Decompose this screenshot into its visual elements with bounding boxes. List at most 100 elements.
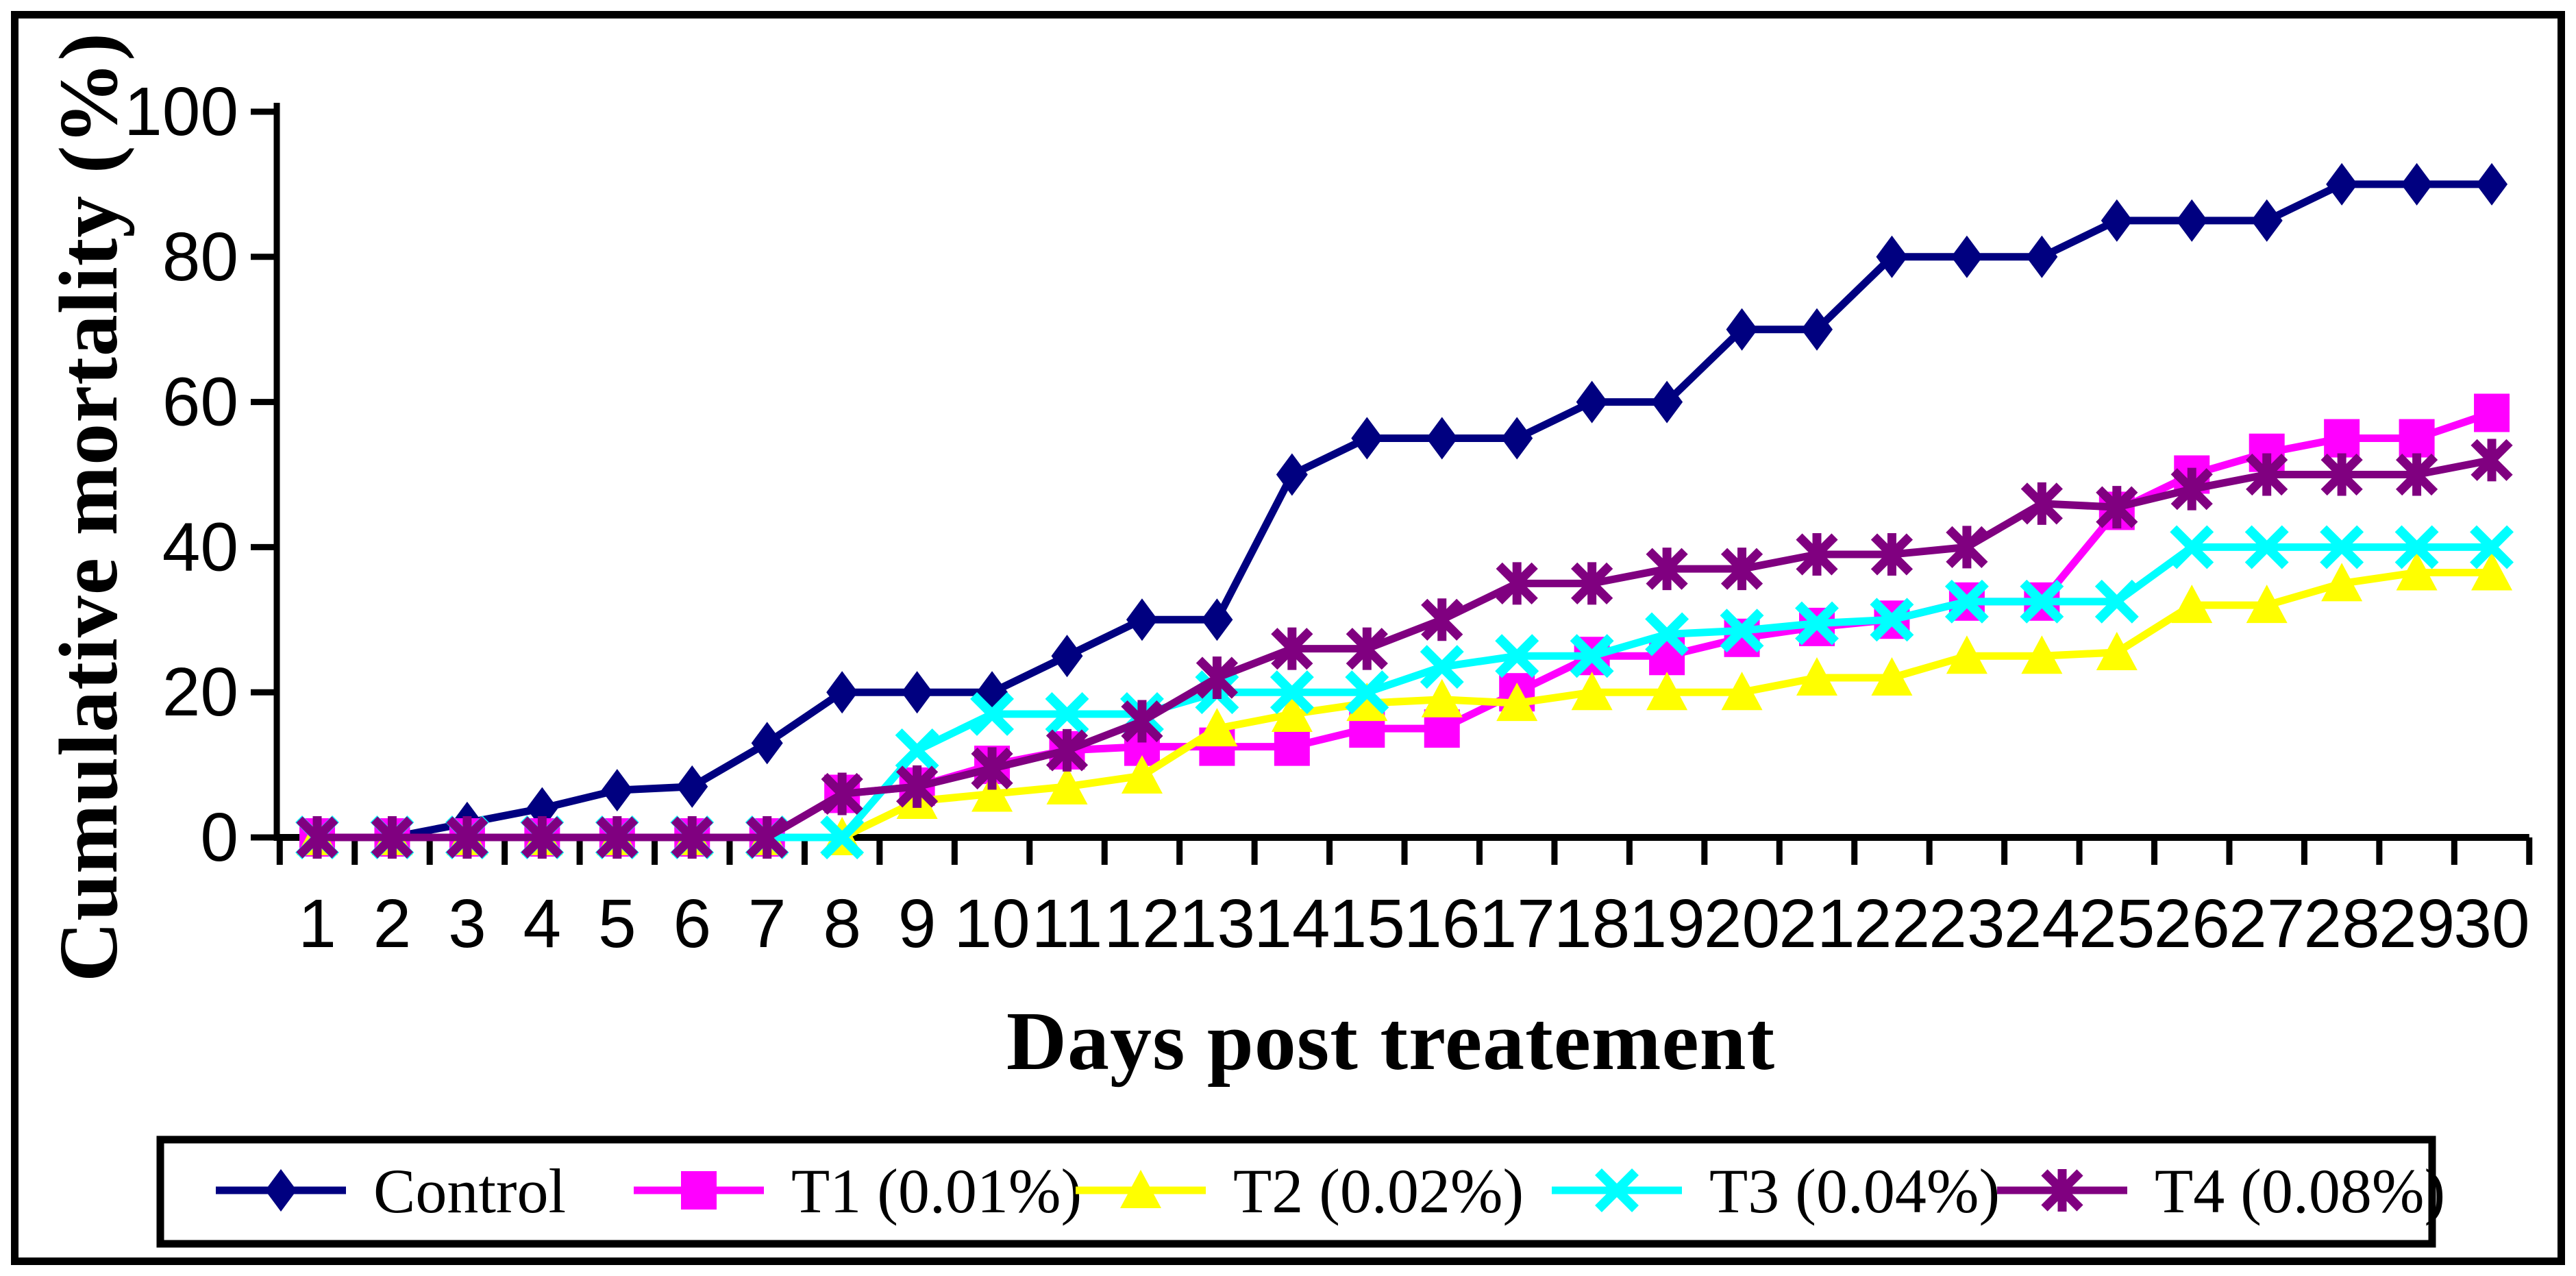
x-tick-label: 29: [2379, 885, 2455, 962]
x-marker: [1045, 692, 1089, 736]
legend: Control T1 (0.01%) T2 (0.02%) T3 (0.04%) T4 …: [156, 1136, 2445, 1248]
x-stroke: [2020, 579, 2064, 624]
x-tick-label: 11: [1032, 885, 1103, 962]
diamond-marker: [1726, 308, 1758, 351]
x-stroke: [2094, 579, 2139, 624]
x-tick-label: 28: [2304, 885, 2380, 962]
x-tick-label: 22: [1854, 885, 1930, 962]
asterisk-marker: [821, 772, 863, 815]
x-marker: [895, 728, 939, 772]
x-marker: [2470, 525, 2514, 569]
x-stroke: [1645, 612, 1689, 657]
square-marker: [2324, 419, 2360, 458]
diamond-marker: [676, 765, 708, 808]
x-tick-label: 27: [2229, 885, 2305, 962]
series-line: [317, 543, 2492, 842]
diamond-marker: [1351, 417, 1383, 460]
x-stroke: [1345, 670, 1389, 715]
diamond-marker: [1651, 380, 1683, 424]
triangle-marker: [1346, 683, 1388, 722]
x-marker: [1570, 634, 1614, 678]
x-tick-label: 30: [2453, 885, 2529, 962]
x-marker: [2094, 579, 2139, 624]
x-stroke: [1795, 601, 1839, 646]
asterisk-marker: [446, 816, 488, 859]
x-tick-label: 23: [1929, 885, 2005, 962]
asterisk-marker: [2041, 1169, 2083, 1212]
x-tick-label: 17: [1479, 885, 1555, 962]
diamond-marker: [1201, 598, 1233, 641]
x-marker: [1795, 601, 1839, 646]
asterisk-marker: [2020, 482, 2063, 525]
triangle-marker: [1121, 754, 1163, 794]
legend-label: T1 (0.01%): [791, 1156, 1082, 1226]
triangle-marker: [1646, 672, 1688, 711]
x-tick-label: 2: [373, 885, 412, 962]
triangle-marker: [2471, 552, 2513, 591]
asterisk-marker: [296, 816, 338, 859]
triangle-marker: [1421, 678, 1463, 717]
triangle-marker: [1496, 683, 1538, 722]
series-t2-0-02-: [297, 552, 2513, 855]
figure-border: [11, 11, 2565, 1265]
diamond-marker: [1051, 635, 1083, 678]
x-tick-label: 3: [448, 885, 486, 962]
triangle-marker: [2096, 631, 2138, 670]
y-tick-label: 100: [124, 73, 238, 150]
x-stroke: [2170, 525, 2214, 569]
x-tick-label: 19: [1628, 885, 1705, 962]
x-stroke: [2320, 525, 2364, 569]
triangle-marker: [2171, 585, 2213, 624]
diamond-marker: [901, 671, 933, 714]
x-stroke: [1420, 645, 1464, 689]
x-tick-label: 26: [2154, 885, 2230, 962]
series-t4-0-08-: [296, 439, 2513, 859]
asterisk-marker: [2396, 453, 2438, 496]
triangle-marker: [1721, 672, 1763, 711]
x-marker: [2394, 525, 2439, 569]
x-marker: [1870, 598, 1914, 642]
x-stroke: [1720, 609, 1764, 653]
diamond-marker: [2101, 199, 2133, 242]
triangle-marker: [971, 773, 1013, 812]
asterisk-marker: [1346, 627, 1388, 670]
square-marker: [681, 1171, 717, 1210]
series-line: [317, 456, 2493, 842]
diamond-marker: [1426, 417, 1458, 460]
asterisk-marker: [971, 747, 1013, 790]
triangle-marker: [1946, 635, 1987, 674]
series-t3-0-04-: [295, 525, 2514, 859]
diamond-marker: [826, 671, 858, 714]
x-tick-label: 9: [898, 885, 937, 962]
asterisk-marker: [2170, 467, 2213, 511]
x-marker: [2320, 525, 2364, 569]
x-tick-label: 18: [1554, 885, 1630, 962]
diamond-marker: [1276, 453, 1308, 496]
legend-item: T4 (0.08%): [1997, 1156, 2445, 1226]
asterisk-marker: [1571, 562, 1613, 605]
y-axis-title: Cumulative mortality (%): [42, 32, 135, 983]
x-tick-label: 6: [673, 885, 711, 962]
x-stroke: [2394, 525, 2439, 569]
x-stroke: [820, 815, 865, 859]
x-tick-label: 14: [1254, 885, 1330, 962]
diamond-marker: [601, 769, 633, 812]
x-marker: [1944, 579, 1989, 624]
x-marker: [1345, 670, 1389, 715]
x-marker: [820, 815, 865, 859]
diamond-marker: [2476, 162, 2508, 206]
legend-item: T3 (0.04%): [1552, 1156, 2000, 1226]
asterisk-marker: [2320, 453, 2363, 496]
x-marker: [1645, 612, 1689, 657]
x-tick-label: 12: [1104, 885, 1180, 962]
asterisk-marker: [1121, 700, 1163, 743]
x-stroke: [2470, 525, 2514, 569]
triangle-marker: [2021, 635, 2063, 674]
diamond-marker: [2326, 162, 2358, 206]
x-tick-label: 4: [523, 885, 562, 962]
x-stroke: [1870, 598, 1914, 642]
x-marker: [2170, 525, 2214, 569]
